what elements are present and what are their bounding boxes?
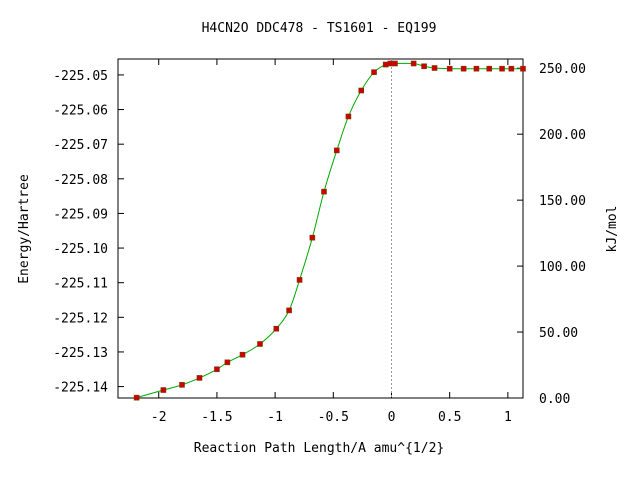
x-tick-label: 0 [388,410,396,425]
data-point [387,60,394,67]
data-point [257,341,263,347]
data-point [473,65,480,72]
y-tick-label: -225.14 [53,381,108,396]
x-tick-label: -1 [267,410,283,425]
y-tick-label: -225.08 [53,173,108,188]
axes: -2 -1.5 -1 -0.5 0 0.5 1 -225.05 -225.06 -225.07 -2… [53,58,586,425]
data-point [499,65,505,72]
data-point [486,65,493,72]
data-point [309,234,316,241]
y2-tick-label: 100.00 [539,260,586,275]
y2-tick-label: 50.00 [539,326,578,341]
data-point [345,113,352,120]
y-tick-label: -225.07 [53,138,108,153]
data-point [431,65,438,71]
data-point [392,60,398,67]
data-point [179,382,185,388]
curve-layer [136,62,523,399]
data-point [321,188,327,195]
y-tick-label: -225.11 [53,277,108,292]
y-tick-label: -225.09 [53,207,108,222]
y-tick-label: -225.05 [53,69,108,84]
energy-curve [136,62,523,399]
y2-tick-label: 150.00 [539,194,586,209]
data-point [296,277,303,283]
data-point [382,61,389,68]
data-point [286,307,292,314]
data-point [460,65,467,72]
x-tick-label: -2 [151,410,167,425]
data-point [333,147,340,154]
data-point [196,375,203,381]
data-point [214,366,220,373]
y-tick-label: -225.13 [53,346,108,361]
data-point [520,65,526,72]
x-tick-label: -0.5 [318,410,349,425]
data-point [133,394,140,401]
y2-tick-label: 250.00 [539,62,586,77]
data-point [508,65,515,72]
chart-title: H4CN2O DDC478 - TS1601 - EQ199 [202,21,437,36]
data-point [446,65,453,72]
data-point [224,359,231,366]
y-tick-label: -225.06 [53,104,108,119]
x-axis-label: Reaction Path Length/A amu^{1/2} [194,441,444,456]
data-point [273,325,280,332]
marker-layer [133,60,526,401]
y2-axis-label: kJ/mol [605,206,620,253]
y-tick-label: -225.10 [53,242,108,257]
data-point [410,60,417,67]
y-axis-label: Energy/Hartree [17,174,32,284]
data-point [160,387,167,393]
data-point [239,351,246,358]
plot-frame [117,58,524,399]
x-tick-label: 1 [504,410,512,425]
data-point [421,63,427,70]
y2-tick-label: 200.00 [539,128,586,143]
x-tick-label: 0.5 [438,410,461,425]
data-point [371,69,377,75]
y2-tick-label: 0.00 [539,392,570,407]
y-tick-label: -225.12 [53,311,108,326]
x-tick-label: -1.5 [201,410,232,425]
data-point [358,87,365,94]
